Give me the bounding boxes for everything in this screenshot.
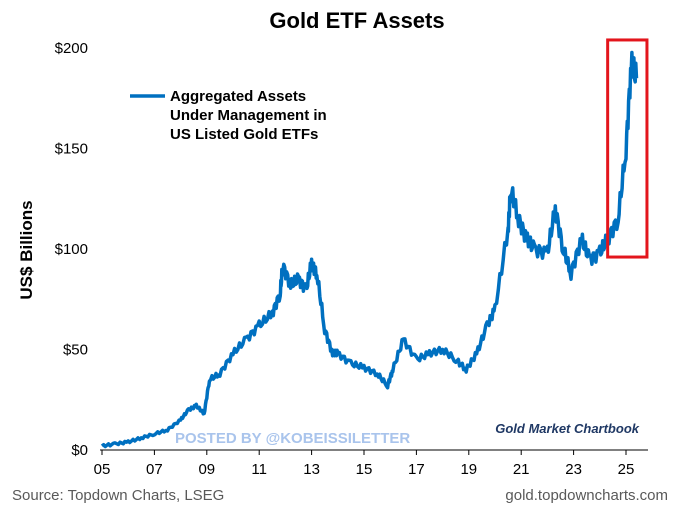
legend-line-1: Aggregated Assets (170, 88, 306, 105)
x-tick-label: 25 (618, 461, 635, 478)
x-tick-label: 11 (251, 461, 267, 478)
x-tick-label: 05 (94, 461, 111, 478)
y-tick-label: $0 (71, 442, 88, 459)
series-line-gold-etf-aum (100, 50, 639, 449)
chart-title: Gold ETF Assets (269, 8, 444, 33)
y-tick-label: $200 (55, 40, 88, 57)
highlight-box (606, 38, 649, 259)
site-url: gold.topdowncharts.com (505, 487, 668, 504)
legend: Aggregated Assets Under Management in US… (130, 88, 327, 143)
y-axis-label: US$ Billions (17, 200, 36, 299)
brand-label: Gold Market Chartbook (495, 421, 640, 436)
x-tick-label: 09 (198, 461, 215, 478)
x-tick-label: 21 (513, 461, 530, 478)
y-tick-label: $50 (63, 342, 88, 359)
x-tick-label: 13 (303, 461, 320, 478)
legend-line-3: US Listed Gold ETFs (170, 126, 318, 143)
x-tick-label: 07 (146, 461, 163, 478)
legend-line-2: Under Management in (170, 107, 327, 124)
watermark: POSTED BY @KOBEISSILETTER (175, 430, 410, 447)
y-tick-label: $150 (55, 141, 88, 158)
x-tick-label: 19 (460, 461, 477, 478)
y-tick-label: $100 (55, 241, 88, 258)
x-tick-label: 23 (565, 461, 582, 478)
x-tick-label: 17 (408, 461, 425, 478)
source-note: Source: Topdown Charts, LSEG (12, 487, 224, 504)
x-tick-label: 15 (356, 461, 373, 478)
